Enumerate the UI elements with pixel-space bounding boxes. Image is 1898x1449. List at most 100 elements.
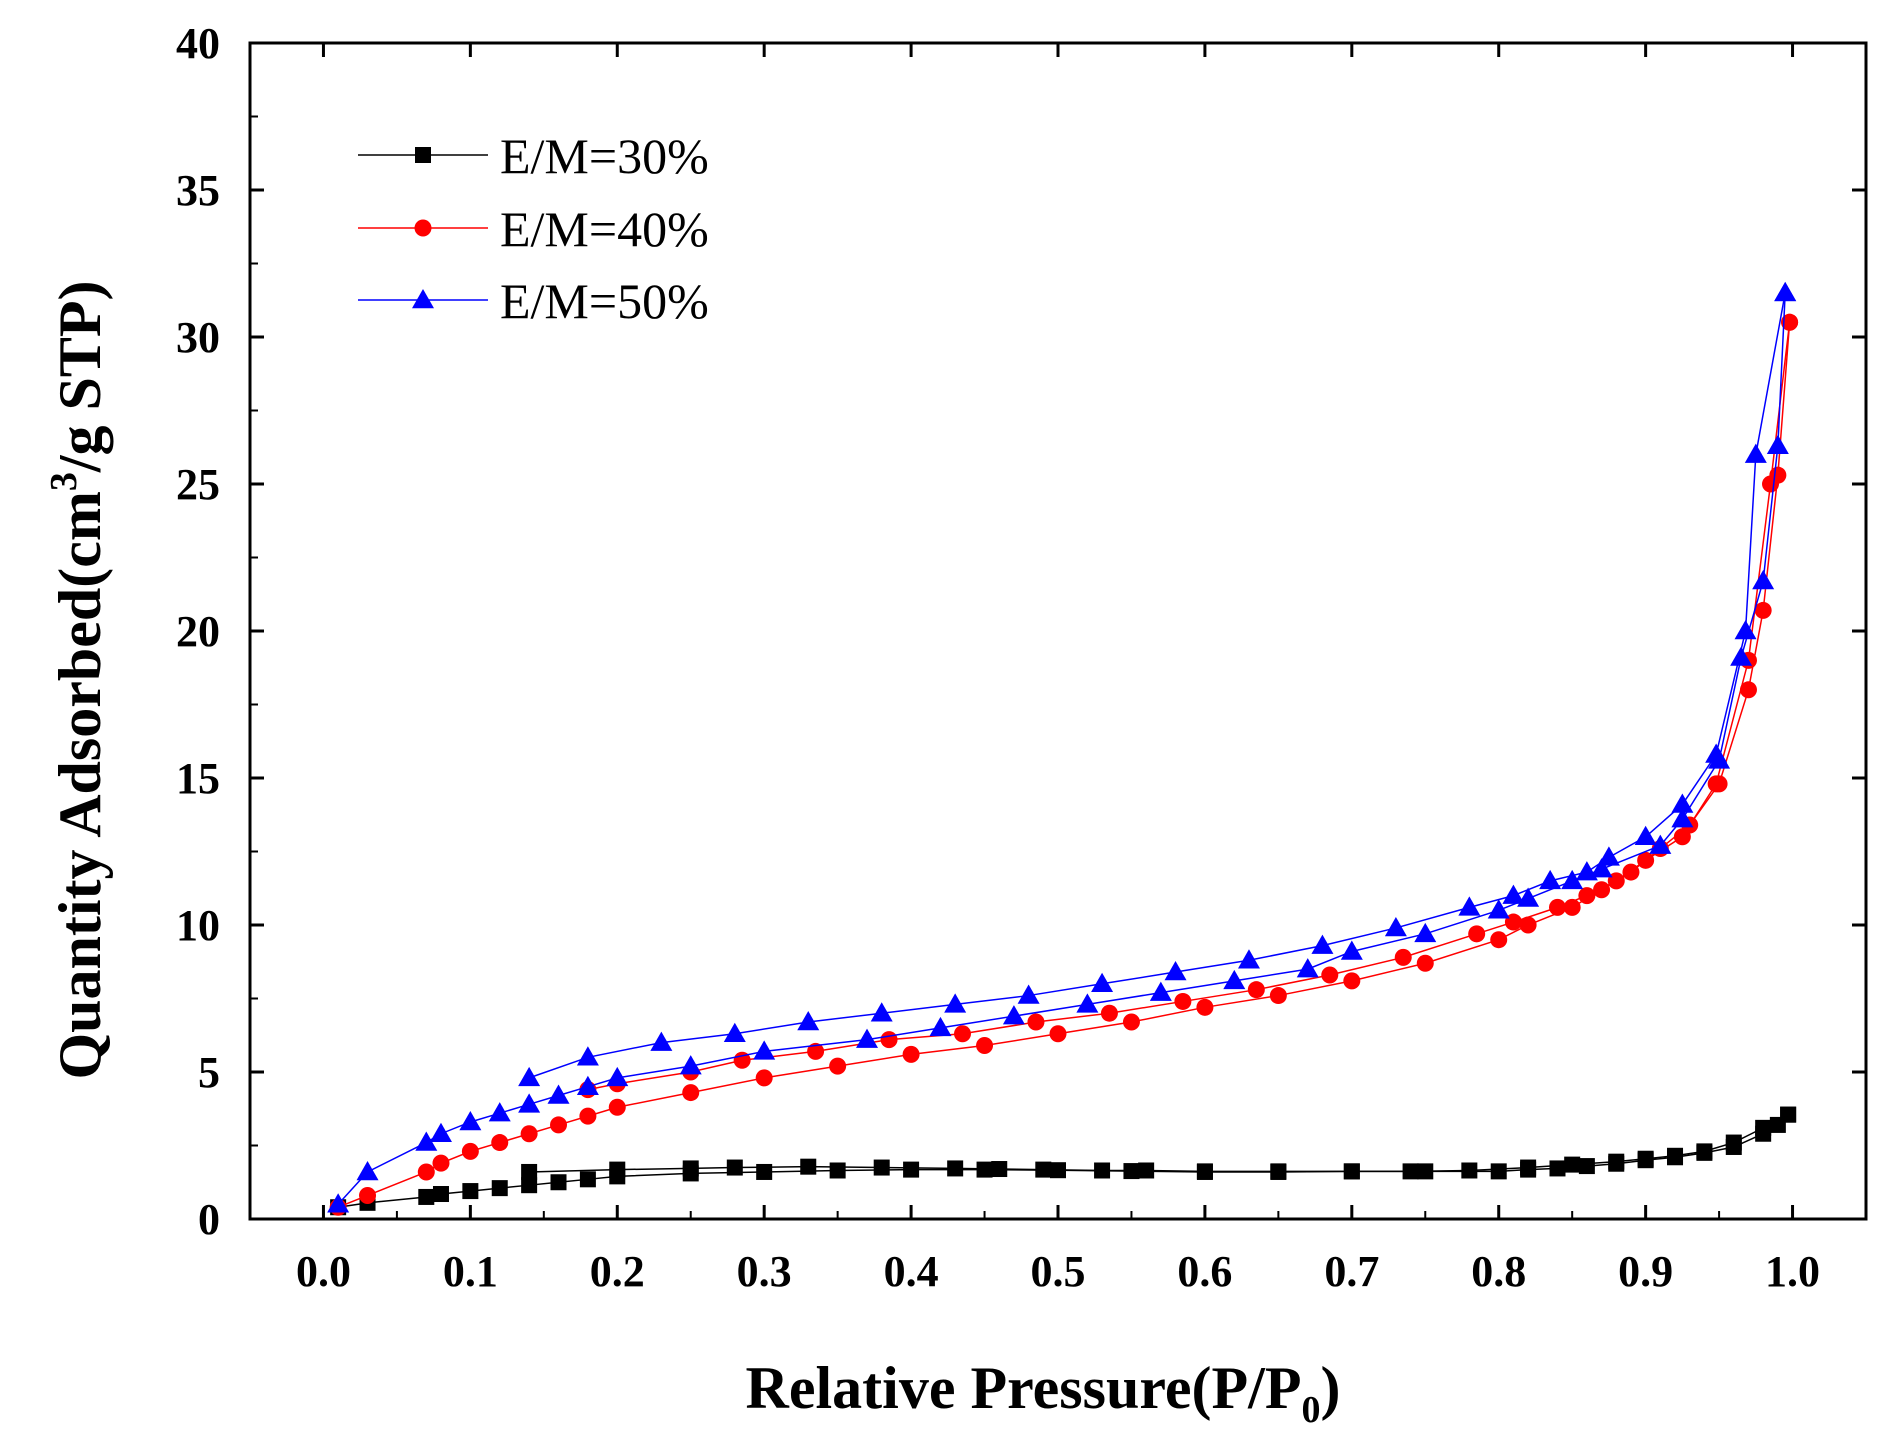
series-40-group bbox=[329, 313, 1799, 1216]
x-tick-label: 0.7 bbox=[1324, 1247, 1379, 1296]
adsorption-point bbox=[579, 1171, 596, 1188]
desorption-line bbox=[528, 292, 1786, 1079]
x-axis-title-end: ) bbox=[1320, 1355, 1340, 1421]
adsorption-point bbox=[1343, 972, 1361, 990]
desorption-point bbox=[1321, 966, 1339, 984]
desorption-point bbox=[1384, 916, 1407, 937]
adsorption-point bbox=[1739, 681, 1757, 699]
desorption-point bbox=[1468, 925, 1486, 943]
desorption-point bbox=[1637, 1150, 1654, 1167]
legend-entry: E/M=30% bbox=[358, 128, 709, 184]
desorption-point bbox=[1027, 1013, 1045, 1031]
x-tick-label: 0.6 bbox=[1177, 1247, 1232, 1296]
adsorption-point bbox=[550, 1116, 568, 1134]
adsorption-point bbox=[550, 1174, 567, 1191]
desorption-point bbox=[1402, 1163, 1419, 1180]
legend-marker-shape bbox=[415, 147, 431, 163]
desorption-point bbox=[1017, 984, 1040, 1004]
desorption-line bbox=[587, 322, 1791, 1091]
legend-entry: E/M=40% bbox=[358, 201, 709, 257]
desorption-point bbox=[1520, 1159, 1537, 1176]
tick-labels: 0.0 0.1 0.2 0.3 0.4 0.5 0.6 0.7 0.8 0.9 1.0 0 5 10 15 2… bbox=[176, 19, 1820, 1296]
adsorption-point bbox=[1590, 858, 1613, 878]
x-tick-label: 0.5 bbox=[1031, 1247, 1086, 1296]
desorption-point bbox=[723, 1022, 746, 1043]
adsorption-point bbox=[1766, 434, 1789, 455]
adsorption-point bbox=[461, 1142, 479, 1160]
adsorption-point bbox=[359, 1186, 377, 1204]
x-axis-title-main: Relative Pressure(P/P bbox=[746, 1355, 1302, 1421]
adsorption-point bbox=[606, 1066, 629, 1087]
legend-marker bbox=[412, 289, 434, 309]
y-tick-label: 40 bbox=[176, 19, 220, 68]
y-axis-title-main: Quantity Adsorbed(cm bbox=[47, 491, 113, 1079]
desorption-point bbox=[1091, 972, 1114, 993]
adsorption-point bbox=[929, 1016, 952, 1037]
adsorption-point bbox=[1671, 808, 1694, 828]
x-tick-label: 1.0 bbox=[1765, 1247, 1820, 1296]
adsorption-point bbox=[547, 1084, 570, 1104]
desorption-point bbox=[1100, 1004, 1118, 1022]
desorption-point bbox=[1705, 743, 1728, 763]
desorption-point bbox=[1780, 1106, 1797, 1123]
x-tick-label: 0.1 bbox=[443, 1247, 498, 1296]
desorption-point bbox=[1237, 949, 1260, 969]
desorption-point bbox=[1247, 981, 1265, 999]
desorption-point bbox=[1094, 1162, 1111, 1179]
adsorption-point bbox=[1730, 646, 1753, 666]
y-tick-label: 30 bbox=[176, 313, 220, 362]
adsorption-point bbox=[903, 1161, 920, 1178]
adsorption-point bbox=[682, 1084, 700, 1102]
adsorption-point bbox=[755, 1069, 773, 1087]
desorption-point bbox=[1774, 281, 1797, 302]
adsorption-point bbox=[1049, 1025, 1067, 1043]
series-layer bbox=[327, 281, 1799, 1216]
adsorption-point bbox=[1593, 881, 1611, 899]
desorption-point bbox=[1461, 1162, 1478, 1179]
adsorption-point bbox=[756, 1163, 773, 1180]
adsorption-point bbox=[856, 1028, 879, 1048]
y-tick-label: 10 bbox=[176, 901, 220, 950]
adsorption-point bbox=[1649, 834, 1672, 854]
adsorption-point bbox=[1149, 981, 1172, 1001]
desorption-point bbox=[1696, 1143, 1713, 1160]
x-tick-label: 0.4 bbox=[884, 1247, 939, 1296]
desorption-point bbox=[1725, 1134, 1742, 1151]
adsorption-point bbox=[459, 1110, 482, 1131]
adsorption-point bbox=[462, 1183, 479, 1200]
desorption-point bbox=[1458, 896, 1481, 916]
adsorption-point bbox=[520, 1125, 538, 1143]
desorption-point bbox=[1174, 992, 1192, 1010]
legend-marker bbox=[414, 219, 432, 237]
desorption-point bbox=[682, 1160, 699, 1177]
adsorption-point bbox=[356, 1160, 379, 1181]
desorption-point bbox=[1548, 898, 1566, 916]
legend-label: E/M=50% bbox=[500, 273, 709, 329]
adsorption-point bbox=[1340, 940, 1363, 960]
desorption-point bbox=[807, 1042, 825, 1060]
y-tick-label: 0 bbox=[198, 1195, 220, 1244]
adsorption-point bbox=[432, 1186, 449, 1203]
desorption-line bbox=[529, 1113, 1789, 1173]
desorption-point bbox=[1673, 828, 1691, 846]
desorption-point bbox=[1196, 1163, 1213, 1180]
y-axis-title-end: /g STP) bbox=[47, 280, 113, 473]
desorption-point bbox=[1502, 884, 1525, 904]
legend-label: E/M=30% bbox=[500, 128, 709, 184]
legend: E/M=30% E/M=40% E/M=50% bbox=[358, 128, 709, 329]
desorption-point bbox=[518, 1066, 541, 1087]
series-30-group bbox=[330, 1106, 1797, 1216]
y-tick-label: 25 bbox=[176, 460, 220, 509]
adsorption-point bbox=[1076, 993, 1099, 1013]
desorption-point bbox=[1539, 869, 1562, 890]
desorption-point bbox=[1744, 443, 1767, 463]
plot-border bbox=[248, 41, 1868, 1221]
desorption-point bbox=[1270, 1163, 1287, 1180]
adsorption-point bbox=[1269, 987, 1287, 1005]
desorption-point bbox=[1164, 961, 1187, 981]
desorption-point bbox=[944, 993, 967, 1013]
legend-label: E/M=40% bbox=[500, 201, 709, 257]
adsorption-point bbox=[418, 1188, 435, 1205]
adsorption-point bbox=[829, 1057, 847, 1075]
desorption-point bbox=[1575, 861, 1598, 881]
